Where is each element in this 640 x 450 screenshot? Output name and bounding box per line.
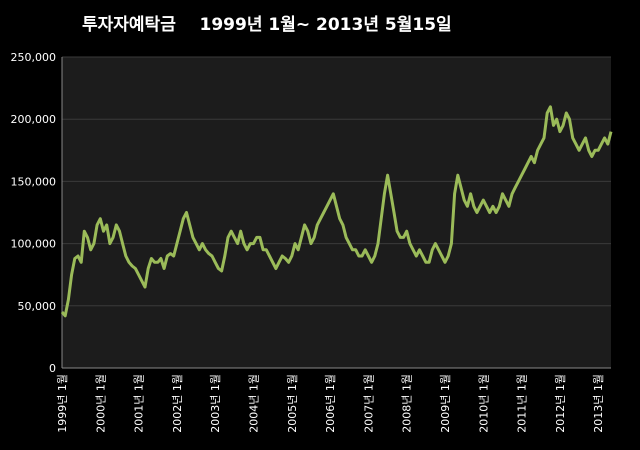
y-tick-label: 50,000 (18, 300, 57, 313)
x-tick-label: 2005년 1월 (286, 374, 299, 433)
x-tick-label: 2004년 1월 (248, 374, 261, 433)
x-tick-label: 2010년 1월 (477, 374, 490, 433)
plot-area (62, 57, 611, 368)
x-tick-label: 2007년 1월 (362, 374, 375, 433)
y-tick-label: 100,000 (11, 238, 57, 251)
y-tick-label: 150,000 (11, 175, 57, 188)
x-tick-label: 2013년 1월 (592, 374, 605, 433)
y-tick-label: 250,000 (11, 51, 57, 64)
line-series (60, 105, 613, 318)
x-tick-label: 2012년 1월 (554, 374, 567, 433)
y-tick-label: 200,000 (11, 113, 57, 126)
x-tick-label: 2008년 1월 (401, 374, 414, 433)
x-tick-label: 2011년 1월 (516, 374, 529, 433)
x-tick-label: 2000년 1월 (94, 374, 107, 433)
x-tick-label: 2009년 1월 (439, 374, 452, 433)
x-tick-label: 2001년 1월 (133, 374, 146, 433)
x-tick-label: 2006년 1월 (324, 374, 337, 433)
x-tick-label: 2002년 1월 (171, 374, 184, 433)
x-tick-label: 1999년 1월 (56, 374, 69, 433)
chart-title: 투자자예탁금 1999년 1월~ 2013년 5월15일 (82, 15, 452, 35)
x-tick-label: 2003년 1월 (209, 374, 222, 433)
y-tick-label: 0 (49, 362, 56, 375)
